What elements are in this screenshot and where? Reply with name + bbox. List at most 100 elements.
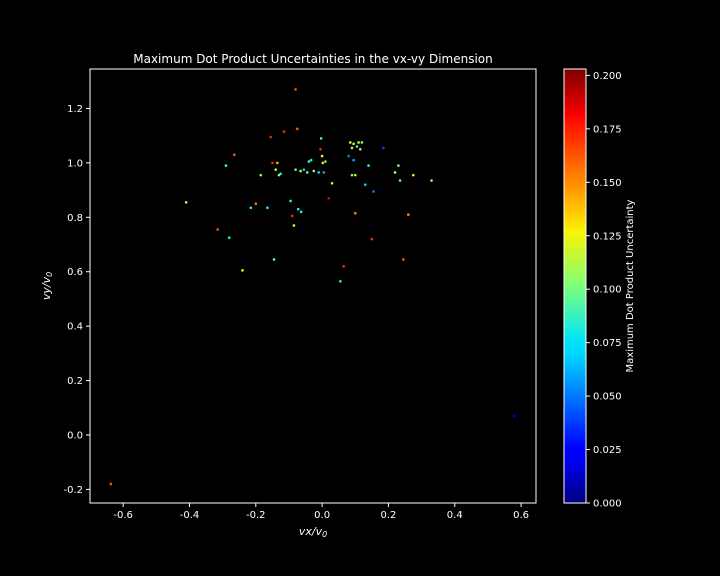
data-point	[319, 137, 323, 140]
plot-area: -0.6 -0.4 -0.2 0.0 0.2 0.4 0.6 -0.2 0.0 0.2 0.4 0.…	[63, 68, 537, 521]
data-point	[347, 154, 350, 158]
data-point	[397, 164, 400, 167]
colorbar-tick-label: 0.100	[593, 285, 622, 296]
y-tick-label: 0.8	[67, 213, 83, 224]
colorbar-tick-label: 0.175	[593, 124, 622, 135]
x-tick-label: -0.2	[246, 510, 266, 521]
data-point	[272, 258, 276, 261]
data-point	[216, 228, 219, 231]
data-point	[320, 154, 324, 158]
data-point	[294, 88, 297, 91]
data-point	[350, 146, 354, 150]
data-point	[299, 169, 302, 173]
data-point	[184, 201, 188, 204]
x-axis-label: vx/v0	[299, 525, 327, 539]
data-point	[349, 141, 352, 144]
y-ticks: -0.2 0.0 0.2 0.4 0.6 0.8 1.0 1.2	[63, 104, 90, 496]
data-point	[232, 153, 236, 157]
data-point	[513, 414, 516, 418]
data-point	[363, 183, 367, 186]
data-point	[352, 158, 355, 162]
data-point	[339, 279, 342, 283]
data-point	[412, 173, 415, 177]
data-point	[372, 190, 375, 193]
data-point	[352, 142, 355, 146]
data-point	[282, 130, 286, 133]
x-ticks: -0.6 -0.4 -0.2 0.0 0.2 0.4 0.6	[113, 503, 529, 521]
colorbar-ticks: 0.000 0.025 0.050 0.075 0.100 0.125 0.150 0.175…	[586, 71, 622, 510]
data-point	[312, 169, 316, 173]
plot-frame	[89, 68, 537, 504]
x-tick-label: 0.4	[447, 510, 463, 521]
data-point	[402, 258, 405, 261]
y-tick-label: 1.2	[67, 104, 83, 115]
data-point	[296, 207, 300, 211]
data-point	[321, 161, 325, 165]
data-point	[299, 210, 303, 214]
data-point	[407, 213, 410, 216]
x-tick-label: -0.6	[113, 510, 133, 521]
colorbar-gradient	[563, 68, 587, 504]
colorbar: 0.000 0.025 0.050 0.075 0.100 0.125 0.150 0.175…	[563, 68, 636, 510]
y-tick-label: 1.0	[67, 158, 83, 169]
data-point	[353, 211, 357, 215]
data-point	[370, 237, 374, 241]
data-point	[271, 161, 274, 165]
y-tick-label: 0.0	[67, 430, 83, 441]
x-tick-label: 0.0	[314, 510, 330, 521]
data-point	[294, 168, 297, 171]
colorbar-tick-label: 0.075	[593, 338, 622, 349]
y-tick-label: 0.6	[67, 267, 83, 278]
colorbar-tick-label: 0.150	[593, 178, 622, 189]
data-point	[319, 147, 322, 151]
data-point	[327, 196, 331, 200]
data-point	[290, 214, 294, 218]
data-points	[109, 88, 516, 486]
colorbar-tick-label: 0.025	[593, 445, 622, 456]
data-point	[324, 160, 327, 163]
data-point	[398, 179, 402, 182]
data-point	[350, 173, 354, 177]
data-point	[305, 171, 309, 174]
data-point	[254, 202, 258, 205]
colorbar-tick-label: 0.125	[593, 231, 622, 242]
data-point	[292, 224, 296, 227]
y-axis-label: vy/v0	[40, 272, 54, 300]
data-point	[241, 269, 244, 272]
chart-title: Maximum Dot Product Uncertainties in the…	[133, 52, 492, 66]
data-point	[382, 146, 385, 150]
data-point	[342, 264, 345, 268]
data-point	[309, 158, 313, 162]
data-point	[289, 199, 292, 203]
y-tick-label: 0.2	[67, 376, 83, 387]
data-point	[317, 171, 321, 174]
data-point	[430, 179, 433, 182]
data-point	[307, 160, 311, 163]
data-point	[266, 206, 269, 210]
data-point	[274, 168, 277, 171]
data-point	[322, 171, 326, 174]
data-point	[269, 135, 273, 139]
x-tick-label: 0.6	[513, 510, 529, 521]
colorbar-tick-label: 0.000	[593, 499, 622, 510]
data-point	[357, 141, 360, 144]
data-point	[249, 206, 253, 210]
data-point	[393, 171, 397, 174]
colorbar-tick-label: 0.200	[593, 71, 622, 82]
x-tick-label: -0.4	[180, 510, 200, 521]
y-tick-label: 0.4	[67, 322, 83, 333]
colorbar-label: Maximum Dot Product Uncertainty	[625, 199, 636, 372]
data-point	[227, 236, 231, 240]
data-point	[295, 127, 299, 131]
data-point	[276, 161, 279, 165]
x-tick-label: 0.2	[380, 510, 396, 521]
data-point	[330, 181, 334, 185]
data-point	[224, 164, 228, 167]
colorbar-tick-label: 0.050	[593, 392, 622, 403]
data-point	[367, 164, 370, 167]
data-point	[302, 168, 306, 171]
data-point	[358, 147, 362, 151]
data-point	[279, 172, 282, 176]
data-point	[109, 482, 113, 486]
